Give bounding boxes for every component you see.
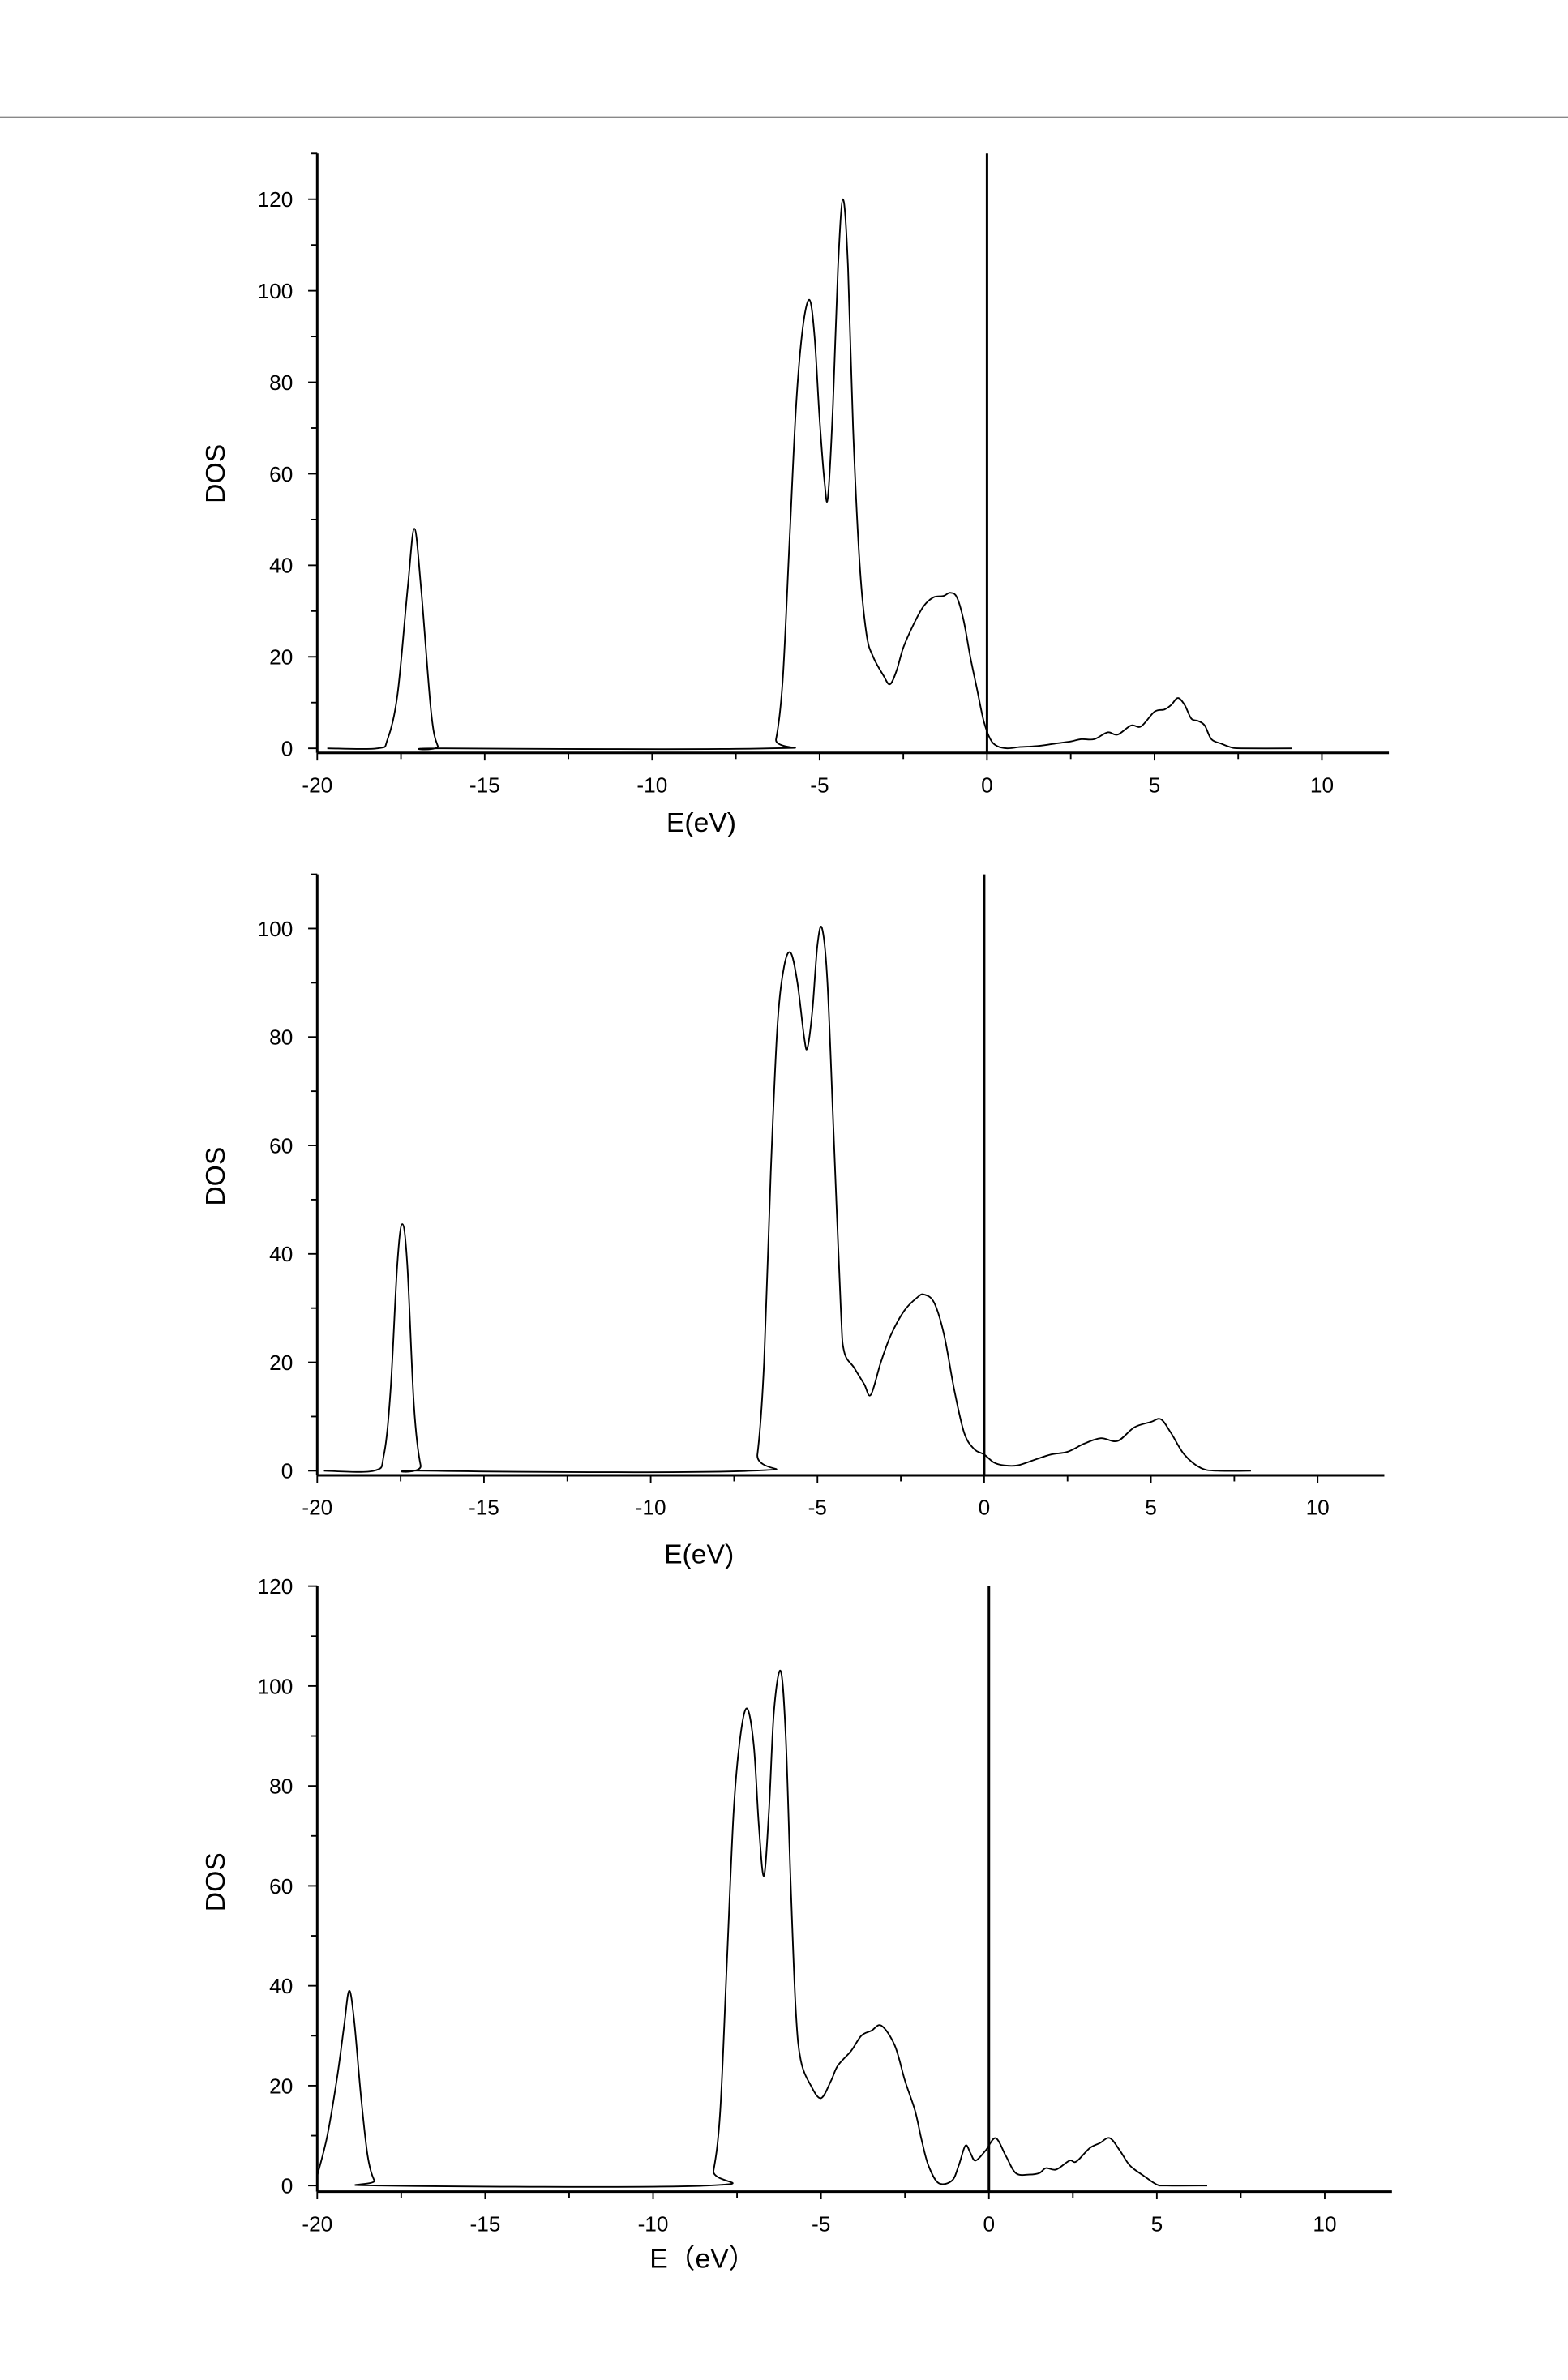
y-tick-label: 0 (281, 737, 293, 761)
y-tick-label: 100 (258, 1674, 293, 1698)
y-tick-label: 80 (269, 1774, 293, 1799)
dos-curve (327, 198, 1292, 751)
x-tick-label: 0 (983, 2211, 995, 2236)
x-axis-title: E(eV) (666, 808, 736, 838)
x-tick-label: -15 (469, 2211, 500, 2236)
x-tick-label: -15 (469, 773, 500, 797)
x-tick-label: 10 (1306, 1496, 1330, 1520)
y-tick-label: 20 (269, 1351, 293, 1375)
x-tick-label: -10 (636, 773, 667, 797)
y-tick-label: 40 (269, 1974, 293, 1998)
x-tick-label: 5 (1151, 2211, 1163, 2236)
y-tick-label: 60 (269, 1133, 293, 1158)
dos-curve (323, 926, 1251, 1474)
dos-curve (316, 1669, 1207, 2188)
y-tick-label: 120 (258, 1574, 293, 1599)
x-tick-label: -15 (469, 1496, 499, 1520)
y-tick-label: 20 (269, 2074, 293, 2098)
x-tick-label: 5 (1149, 773, 1161, 797)
x-tick-label: -5 (812, 2211, 830, 2236)
y-tick-label: 0 (281, 1459, 293, 1483)
y-axis-title: DOS (201, 1852, 231, 1911)
x-tick-label: -10 (638, 2211, 669, 2236)
x-tick-label: 0 (979, 1496, 991, 1520)
x-tick-label: -20 (302, 1496, 332, 1520)
y-tick-label: 40 (269, 554, 293, 578)
x-tick-label: 10 (1310, 773, 1334, 797)
y-tick-label: 0 (281, 2174, 293, 2198)
x-axis-title: E(eV) (664, 1540, 734, 1570)
y-tick-label: 60 (269, 1874, 293, 1898)
x-tick-label: -20 (302, 2211, 332, 2236)
y-tick-label: 80 (269, 1025, 293, 1050)
x-tick-label: -10 (636, 1496, 666, 1520)
y-tick-label: 40 (269, 1242, 293, 1266)
x-axis-title: E（eV） (649, 2243, 756, 2274)
y-axis-title: DOS (201, 1147, 231, 1206)
y-tick-label: 80 (269, 370, 293, 395)
x-tick-label: -5 (810, 773, 829, 797)
x-tick-label: 0 (981, 773, 993, 797)
y-tick-label: 20 (269, 645, 293, 670)
x-tick-label: -20 (302, 773, 332, 797)
x-tick-label: 10 (1313, 2211, 1336, 2236)
y-tick-label: 120 (258, 187, 293, 212)
y-tick-label: 60 (269, 462, 293, 486)
y-axis-title: DOS (201, 444, 231, 503)
y-tick-label: 100 (258, 917, 293, 941)
x-tick-label: 5 (1145, 1496, 1157, 1520)
y-tick-label: 100 (258, 279, 293, 303)
x-tick-label: -5 (808, 1496, 827, 1520)
